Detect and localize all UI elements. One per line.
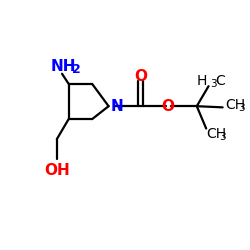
Text: CH: CH: [226, 98, 246, 112]
Text: C: C: [215, 74, 225, 88]
Text: 3: 3: [210, 79, 217, 89]
Text: N: N: [110, 99, 123, 114]
Text: H: H: [197, 74, 207, 88]
Text: O: O: [161, 99, 174, 114]
Text: 3: 3: [219, 132, 226, 142]
Text: NH: NH: [51, 59, 76, 74]
Text: 2: 2: [72, 63, 81, 76]
Text: OH: OH: [44, 163, 70, 178]
Text: O: O: [134, 69, 147, 84]
Text: CH: CH: [206, 128, 226, 141]
Text: 3: 3: [239, 103, 245, 113]
